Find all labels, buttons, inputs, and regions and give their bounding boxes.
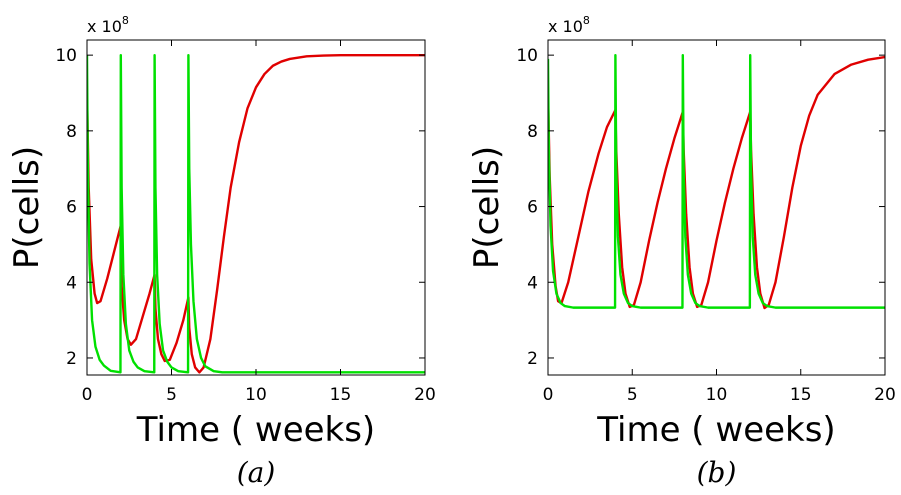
x-tick-label: 10 [706, 385, 728, 405]
y-tick-label: 6 [527, 198, 538, 218]
y-axis-label: P(cells) [7, 146, 47, 269]
multiplier-base: x 10 [87, 17, 122, 36]
y-multiplier-label: x 108 [548, 14, 590, 36]
multiplier-exponent: 8 [122, 14, 129, 27]
x-tick-label: 15 [790, 385, 812, 405]
y-tick-label: 6 [66, 198, 77, 218]
panel-label: (b) [697, 456, 737, 489]
y-tick-label: 4 [527, 273, 538, 293]
x-tick-label: 15 [330, 385, 352, 405]
y-tick-label: 10 [516, 46, 538, 66]
x-tick-label: 5 [166, 385, 177, 405]
multiplier-base: x 10 [548, 17, 583, 36]
y-tick-label: 8 [66, 122, 77, 142]
x-axis-label: Time ( weeks) [596, 410, 835, 450]
axes-frame [547, 39, 886, 376]
series-line-green [87, 53, 425, 374]
y-tick-label: 8 [527, 122, 538, 142]
x-tick-label: 5 [627, 385, 638, 405]
x-tick-label: 20 [874, 385, 896, 405]
y-tick-label: 10 [55, 46, 77, 66]
multiplier-exponent: 8 [583, 14, 590, 27]
y-multiplier-label: x 108 [87, 14, 129, 36]
series-line-red [548, 55, 885, 310]
x-tick-label: 0 [543, 385, 554, 405]
y-tick-label: 4 [66, 273, 77, 293]
panel-label: (a) [237, 456, 276, 489]
series-line-green [548, 53, 885, 309]
x-tick-label: 0 [82, 385, 93, 405]
x-tick-label: 10 [245, 385, 267, 405]
x-axis-label: Time ( weeks) [136, 410, 375, 450]
y-tick-label: 2 [527, 349, 538, 369]
y-axis-label: P(cells) [467, 146, 507, 269]
series-line-red [87, 53, 425, 374]
x-tick-label: 20 [414, 385, 436, 405]
y-tick-label: 2 [66, 349, 77, 369]
